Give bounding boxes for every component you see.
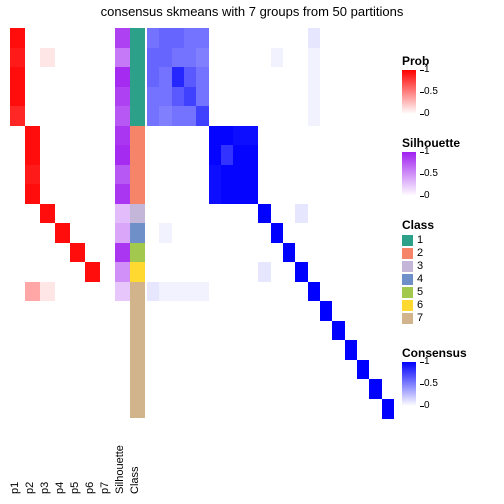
col-label-Class: Class: [129, 466, 141, 494]
col-label-p1: p1: [9, 482, 21, 494]
col-label-p4: p4: [54, 482, 66, 494]
col-label-Silhouette: Silhouette: [114, 445, 126, 494]
col-label-p5: p5: [69, 482, 81, 494]
class-swatch-3: [402, 261, 413, 272]
col-label-p6: p6: [84, 482, 96, 494]
col-label-p3: p3: [39, 482, 51, 494]
chart-title: consensus skmeans with 7 groups from 50 …: [0, 4, 504, 19]
col-label-p7: p7: [99, 482, 111, 494]
class-swatch-7: [402, 313, 413, 324]
col-label-p2: p2: [24, 482, 36, 494]
class-swatch-6: [402, 300, 413, 311]
legend-class: Class1234567: [402, 218, 498, 325]
column-labels: p1p2p3p4p5p6p7SilhouetteClass: [10, 420, 394, 502]
heatmap: [10, 28, 394, 418]
class-swatch-5: [402, 287, 413, 298]
legend-silhouette: Silhouette10.50: [402, 136, 498, 198]
class-swatch-4: [402, 274, 413, 285]
legend-prob: Prob10.50: [402, 54, 498, 116]
class-swatch-2: [402, 248, 413, 259]
class-swatch-1: [402, 235, 413, 246]
legend-consensus: Consensus10.50: [402, 346, 498, 408]
